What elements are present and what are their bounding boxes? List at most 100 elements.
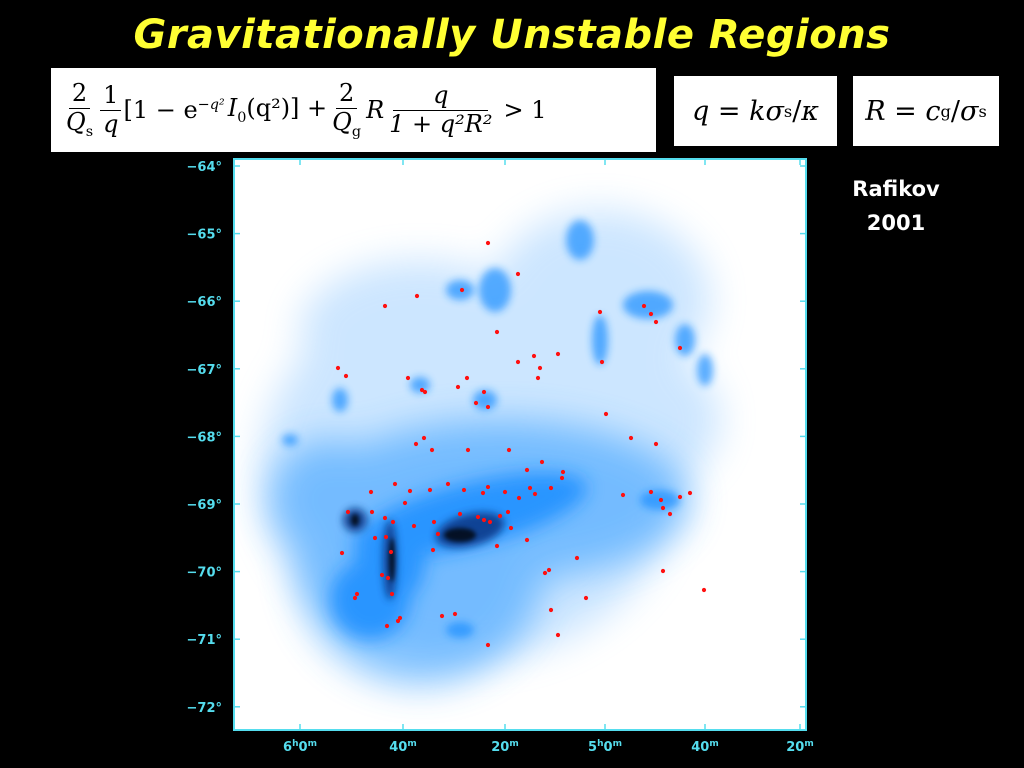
unstable-region-marker bbox=[599, 359, 605, 365]
unstable-region-marker bbox=[402, 500, 408, 506]
unstable-region-marker bbox=[455, 384, 461, 390]
unstable-region-marker bbox=[383, 534, 389, 540]
unstable-region-marker bbox=[667, 511, 673, 517]
unstable-region-marker bbox=[397, 615, 403, 621]
frac3-denominator: Q bbox=[332, 107, 352, 136]
unstable-region-marker bbox=[508, 525, 514, 531]
unstable-region-marker bbox=[524, 537, 530, 543]
unstable-region-marker bbox=[335, 365, 341, 371]
unstable-region-marker bbox=[660, 568, 666, 574]
unstable-region-marker bbox=[677, 494, 683, 500]
unstable-region-marker bbox=[494, 543, 500, 549]
frac1-denominator-sub: s bbox=[85, 123, 94, 140]
unstable-region-marker bbox=[628, 435, 634, 441]
unstable-region-marker bbox=[427, 487, 433, 493]
unstable-region-marker bbox=[343, 373, 349, 379]
x-axis-label: 40m bbox=[691, 739, 718, 755]
unstable-region-marker bbox=[487, 519, 493, 525]
unstable-region-marker bbox=[542, 570, 548, 576]
unstable-region-marker bbox=[464, 375, 470, 381]
unstable-region-marker bbox=[385, 575, 391, 581]
unstable-region-marker bbox=[485, 484, 491, 490]
bracket-term: [1 − e−q² bbox=[123, 96, 224, 124]
unstable-region-marker bbox=[535, 375, 541, 381]
unstable-region-marker bbox=[435, 531, 441, 537]
unstable-region-marker bbox=[352, 595, 358, 601]
q-equals: = bbox=[709, 95, 750, 127]
unstable-region-marker bbox=[407, 488, 413, 494]
unstable-region-marker bbox=[515, 359, 521, 365]
unstable-region-marker bbox=[481, 517, 487, 523]
unstable-region-marker bbox=[653, 441, 659, 447]
citation-author: Rafikov bbox=[852, 177, 940, 201]
q-lhs: q bbox=[691, 95, 710, 127]
q-k: k bbox=[749, 95, 766, 127]
unstable-region-marker bbox=[658, 497, 664, 503]
unstable-region-marker bbox=[480, 490, 486, 496]
r-lhs: R bbox=[865, 95, 886, 127]
unstable-region-marker bbox=[494, 329, 500, 335]
q-sigma-sub: s bbox=[783, 101, 793, 121]
unstable-region-marker bbox=[445, 481, 451, 487]
r-sigma: σ bbox=[960, 95, 979, 127]
y-axis-label: −66° bbox=[187, 295, 222, 310]
frac1-numerator: 2 bbox=[68, 79, 91, 109]
bessel-symbol: I bbox=[227, 94, 238, 123]
unstable-region-marker bbox=[497, 513, 503, 519]
unstable-region-marker bbox=[429, 447, 435, 453]
instability-criterion-equation: 2 Qs 1 q [1 − e−q² I0(q²)] + 2 Qg R q 1 … bbox=[51, 68, 656, 152]
unstable-region-marker bbox=[485, 240, 491, 246]
unstable-region-marker bbox=[459, 287, 465, 293]
r-slash: / bbox=[950, 95, 960, 127]
y-axis-label: −65° bbox=[187, 228, 222, 243]
frac3-denominator-sub: g bbox=[351, 123, 362, 140]
unstable-region-marker bbox=[527, 485, 533, 491]
unstable-region-marker bbox=[382, 515, 388, 521]
unstable-region-marker bbox=[382, 303, 388, 309]
exponent: −q² bbox=[197, 97, 225, 113]
unstable-region-marker bbox=[384, 623, 390, 629]
citation-year: 2001 bbox=[866, 211, 926, 235]
frac2-numerator: 1 bbox=[100, 81, 122, 111]
unstable-region-marker bbox=[555, 351, 561, 357]
unstable-region-marker bbox=[574, 555, 580, 561]
unstable-region-marker bbox=[405, 375, 411, 381]
unstable-region-marker bbox=[452, 611, 458, 617]
unstable-region-marker bbox=[620, 492, 626, 498]
x-axis-labels: 6h0m 40m 20m 5h0m 40m 20m bbox=[283, 739, 814, 755]
bessel-term: I0(q²)] + bbox=[228, 94, 327, 126]
unstable-region-marker bbox=[524, 467, 530, 473]
unstable-region-marker bbox=[505, 509, 511, 515]
unstable-region-marker bbox=[475, 514, 481, 520]
unstable-region-marker bbox=[465, 447, 471, 453]
unstable-region-marker bbox=[411, 523, 417, 529]
unstable-region-marker bbox=[648, 311, 654, 317]
r-equals: = bbox=[885, 95, 926, 127]
unstable-region-marker bbox=[481, 389, 487, 395]
fraction-q-over-denominator: q 1 + q²R² bbox=[386, 81, 495, 138]
unstable-region-marker bbox=[641, 303, 647, 309]
unstable-region-marker bbox=[413, 441, 419, 447]
greater-than-one: > 1 bbox=[503, 96, 547, 124]
r-c-sub: g bbox=[940, 101, 951, 121]
y-axis-labels: −64° −65° −66° −67° −68° −69° −70° −71° −72° bbox=[187, 160, 222, 716]
fraction-1-over-q: 1 q bbox=[100, 81, 122, 138]
unstable-region-marker bbox=[414, 293, 420, 299]
unstable-region-marker bbox=[345, 509, 351, 515]
unstable-region-marker bbox=[485, 404, 491, 410]
unstable-region-marker bbox=[369, 509, 375, 515]
unstable-region-marker bbox=[368, 489, 374, 495]
x-axis-label: 5h0m bbox=[588, 739, 622, 755]
x-axis-label: 20m bbox=[786, 739, 813, 755]
bessel-order: 0 bbox=[237, 109, 247, 126]
unstable-region-marker bbox=[560, 469, 566, 475]
unstable-region-marker bbox=[539, 459, 545, 465]
frac1-denominator: Q bbox=[66, 107, 86, 136]
unstable-region-marker bbox=[439, 613, 445, 619]
instability-markers bbox=[335, 240, 707, 648]
q-sigma: σ bbox=[765, 95, 784, 127]
axis-ticks bbox=[234, 159, 806, 730]
unstable-region-marker bbox=[354, 591, 360, 597]
y-axis-label: −67° bbox=[187, 363, 222, 378]
